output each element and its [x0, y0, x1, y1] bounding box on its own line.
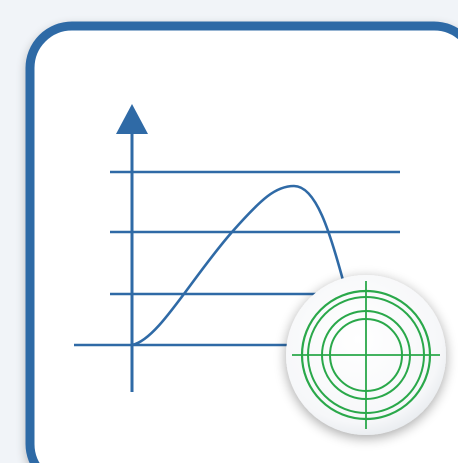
up-arrow-icon [116, 104, 148, 134]
crosshair-target-icon [292, 281, 440, 429]
y-axis [116, 104, 148, 392]
peak-curve [130, 184, 346, 347]
